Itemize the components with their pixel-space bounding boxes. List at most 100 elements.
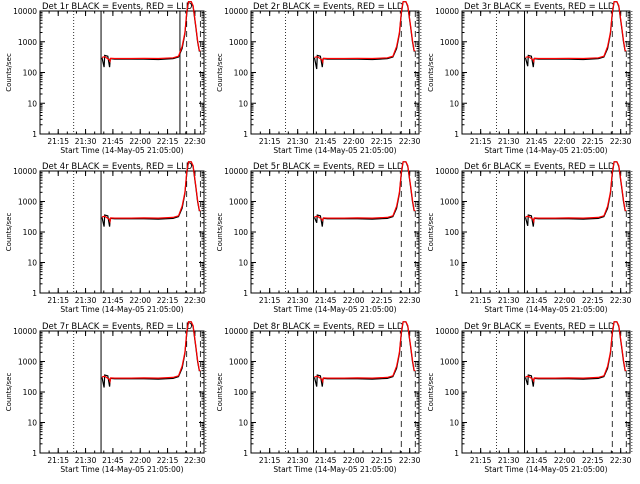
- lld-series-line: [101, 1, 201, 64]
- x-axis-label: Start Time (14-May-05 21:05:00): [273, 146, 396, 155]
- lld-series-line: [314, 321, 416, 384]
- x-tick-label: 22:30: [184, 296, 206, 305]
- y-tick-label: 100: [445, 228, 460, 237]
- x-tick-label: 21:45: [315, 296, 337, 305]
- lld-series-line: [314, 161, 416, 222]
- lld-series-line: [525, 1, 627, 64]
- detector-panel-7: Det 7r BLACK = Events, RED = LLD Counts/s…: [5, 321, 207, 474]
- lld-series-line: [101, 321, 201, 384]
- y-tick-label: 100: [23, 69, 38, 78]
- x-axis-label: Start Time (14-May-05 21:05:00): [60, 305, 183, 314]
- y-tick-label: 10000: [435, 327, 459, 336]
- y-tick-label: 100: [234, 69, 249, 78]
- x-tick-label: 22:15: [157, 137, 179, 146]
- panel-title: Det 1r BLACK = Events, RED = LLD: [42, 2, 193, 12]
- detector-panel-5: Det 5r BLACK = Events, RED = LLD Counts/s…: [216, 161, 422, 314]
- plot-frame: [39, 10, 205, 135]
- y-tick-label: 10000: [224, 167, 248, 176]
- y-tick-label: 100: [234, 388, 249, 397]
- y-tick-label: 1: [454, 130, 459, 139]
- y-tick-label: 100: [445, 388, 460, 397]
- lld-series-line: [101, 161, 201, 224]
- lld-series-line: [314, 1, 416, 65]
- detector-panel-3: Det 3r BLACK = Events, RED = LLD Counts/s…: [427, 1, 633, 155]
- x-tick-label: 22:15: [371, 137, 393, 146]
- detector-panel-1: Det 1r BLACK = Events, RED = LLD Counts/s…: [5, 1, 207, 155]
- x-axis-label: Start Time (14-May-05 21:05:00): [484, 146, 607, 155]
- y-axis-label: Counts/sec: [5, 373, 13, 412]
- x-tick-label: 22:30: [399, 296, 421, 305]
- x-tick-label: 22:15: [371, 296, 393, 305]
- panel-title: Det 8r BLACK = Events, RED = LLD: [253, 322, 404, 332]
- x-axis-label: Start Time (14-May-05 21:05:00): [60, 146, 183, 155]
- y-tick-label: 10: [27, 259, 37, 268]
- x-axis-label: Start Time (14-May-05 21:05:00): [484, 465, 607, 474]
- x-tick-label: 22:00: [343, 137, 365, 146]
- panel-title: Det 6r BLACK = Events, RED = LLD: [464, 162, 615, 172]
- y-tick-label: 1: [243, 449, 248, 458]
- y-tick-label: 1000: [440, 38, 459, 47]
- y-tick-label: 10: [238, 419, 248, 428]
- y-tick-label: 10000: [435, 7, 459, 16]
- y-axis-label: Counts/sec: [216, 213, 224, 252]
- x-tick-label: 21:45: [102, 456, 124, 465]
- y-tick-label: 1: [32, 289, 37, 298]
- x-tick-label: 22:30: [184, 456, 206, 465]
- x-tick-label: 21:30: [498, 137, 520, 146]
- y-tick-label: 1000: [229, 38, 248, 47]
- y-tick-label: 1: [454, 449, 459, 458]
- y-tick-label: 100: [23, 388, 38, 397]
- x-tick-label: 21:15: [470, 137, 492, 146]
- y-tick-label: 1: [243, 130, 248, 139]
- x-tick-label: 21:30: [75, 456, 97, 465]
- x-tick-label: 21:30: [287, 137, 309, 146]
- x-tick-label: 21:45: [315, 456, 337, 465]
- panel-title: Det 2r BLACK = Events, RED = LLD: [253, 2, 404, 12]
- x-tick-label: 21:45: [526, 296, 548, 305]
- y-tick-label: 1000: [229, 358, 248, 367]
- y-tick-label: 10000: [13, 7, 37, 16]
- detector-panel-6: Det 6r BLACK = Events, RED = LLD Counts/s…: [427, 161, 633, 314]
- y-tick-label: 1: [454, 289, 459, 298]
- y-axis-label: Counts/sec: [5, 213, 13, 252]
- y-axis-label: Counts/sec: [427, 53, 435, 92]
- y-tick-label: 1: [32, 449, 37, 458]
- plot-frame: [250, 10, 420, 135]
- y-tick-label: 1: [32, 130, 37, 139]
- x-tick-label: 22:00: [129, 456, 151, 465]
- x-tick-label: 22:00: [343, 456, 365, 465]
- y-axis-label: Counts/sec: [427, 373, 435, 412]
- x-tick-label: 22:00: [343, 296, 365, 305]
- x-tick-label: 21:15: [259, 296, 281, 305]
- x-tick-label: 22:30: [399, 137, 421, 146]
- y-tick-label: 100: [234, 228, 249, 237]
- x-axis-label: Start Time (14-May-05 21:05:00): [273, 305, 396, 314]
- x-tick-label: 21:45: [102, 137, 124, 146]
- y-axis-label: Counts/sec: [216, 373, 224, 412]
- y-tick-label: 1000: [440, 358, 459, 367]
- x-tick-label: 21:30: [287, 296, 309, 305]
- x-tick-label: 22:30: [184, 137, 206, 146]
- plot-frame: [461, 10, 631, 135]
- x-tick-label: 22:30: [610, 137, 632, 146]
- y-tick-label: 10: [238, 259, 248, 268]
- x-tick-label: 22:15: [582, 456, 604, 465]
- y-tick-label: 10: [27, 419, 37, 428]
- x-tick-label: 22:15: [371, 456, 393, 465]
- x-tick-label: 21:45: [102, 296, 124, 305]
- x-tick-label: 22:15: [582, 296, 604, 305]
- y-tick-label: 10: [449, 259, 459, 268]
- panel-title: Det 5r BLACK = Events, RED = LLD: [253, 162, 404, 172]
- plot-frame: [250, 330, 420, 454]
- x-tick-label: 22:15: [157, 456, 179, 465]
- y-axis-label: Counts/sec: [427, 213, 435, 252]
- detector-panel-2: Det 2r BLACK = Events, RED = LLD Counts/s…: [216, 1, 422, 155]
- x-axis-label: Start Time (14-May-05 21:05:00): [484, 305, 607, 314]
- x-tick-label: 21:30: [287, 456, 309, 465]
- x-tick-label: 22:30: [399, 456, 421, 465]
- x-tick-label: 22:00: [129, 296, 151, 305]
- x-tick-label: 21:30: [498, 296, 520, 305]
- y-tick-label: 100: [445, 69, 460, 78]
